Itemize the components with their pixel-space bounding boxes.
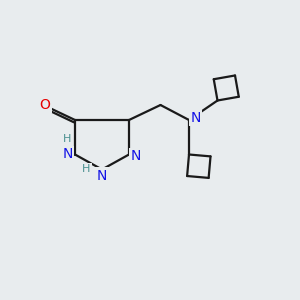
Text: N: N: [130, 149, 141, 163]
Text: H: H: [63, 134, 72, 144]
Text: O: O: [40, 98, 50, 112]
Text: N: N: [190, 111, 201, 124]
Text: N: N: [97, 169, 107, 182]
Text: N: N: [62, 148, 73, 161]
Text: H: H: [82, 164, 91, 175]
